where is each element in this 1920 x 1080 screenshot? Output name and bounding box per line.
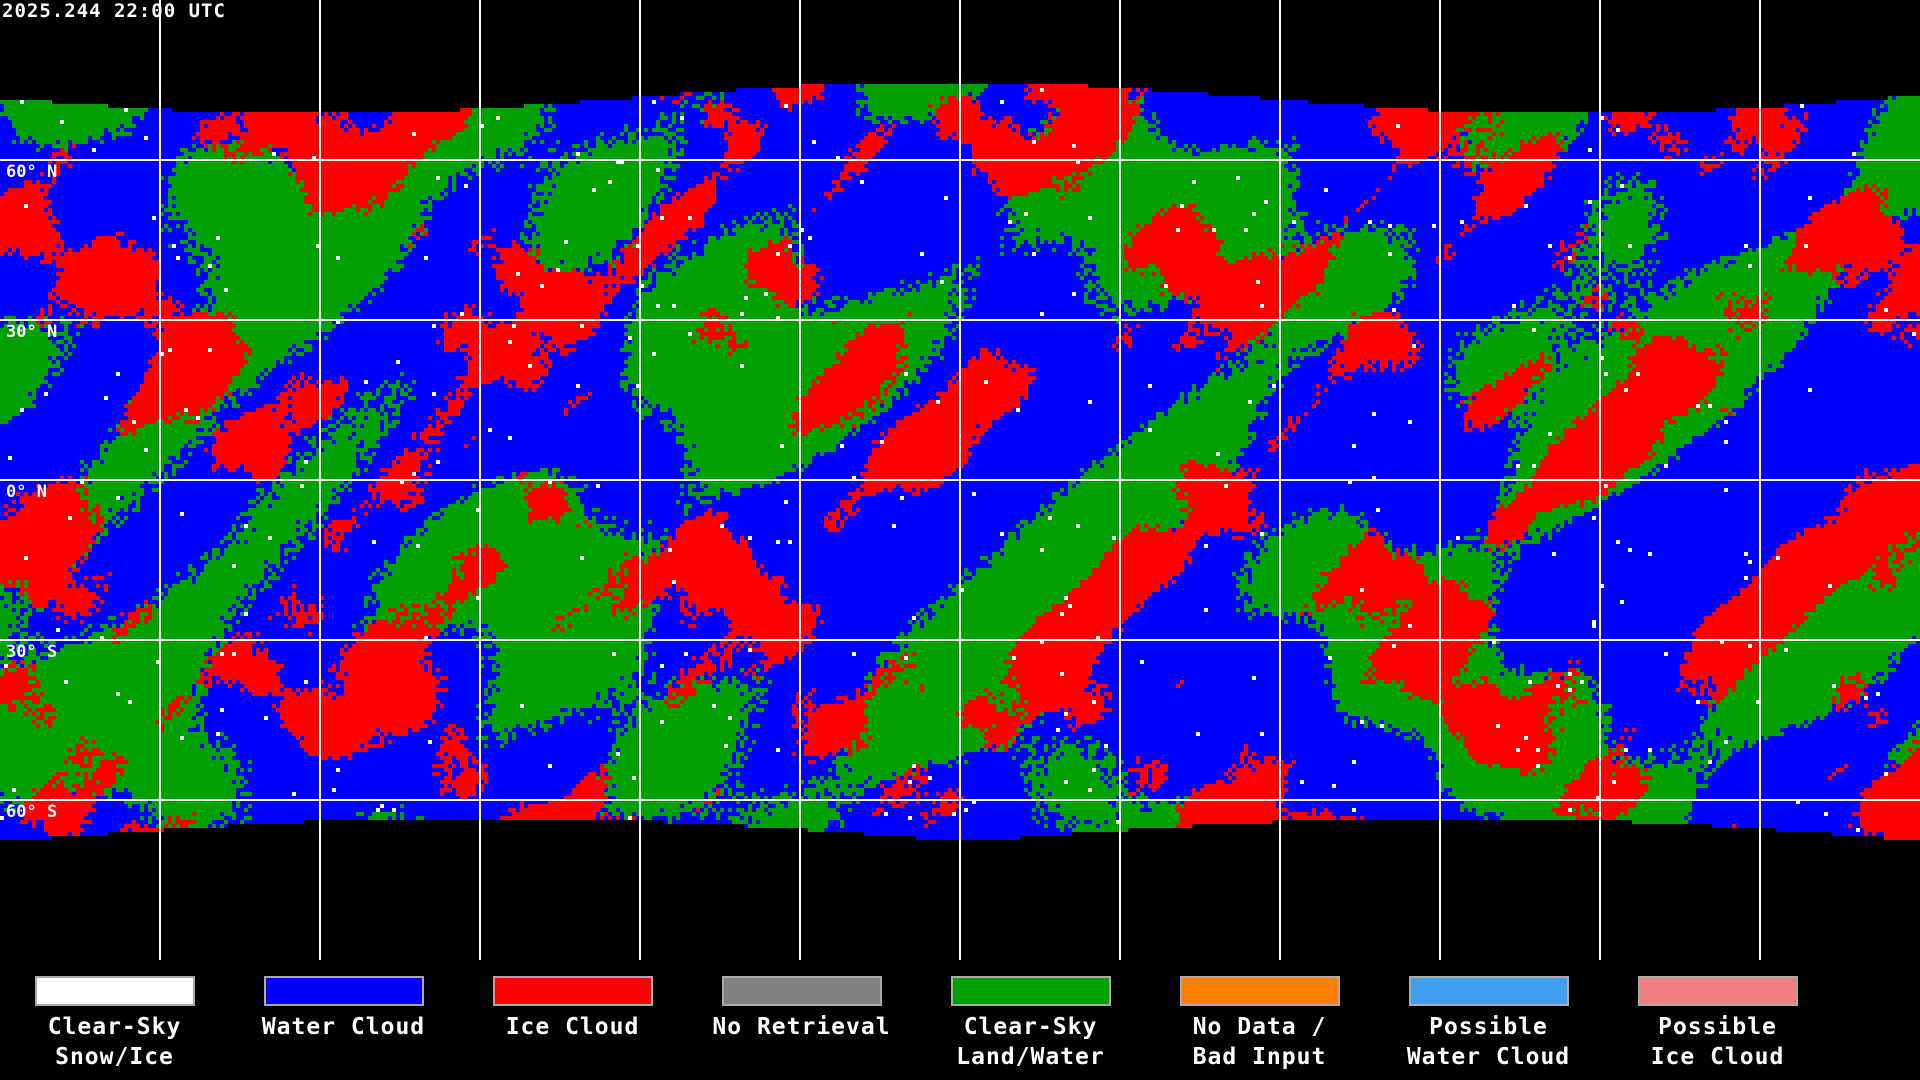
legend-label: Clear-Sky Snow/Ice	[0, 1012, 229, 1072]
lat-label-30n: 30° N	[6, 322, 57, 342]
legend-label: No Retrieval	[687, 1012, 916, 1042]
legend-item: Clear-Sky Snow/Ice	[0, 976, 229, 1072]
legend-item: Possible Water Cloud	[1374, 976, 1603, 1072]
legend-swatch	[35, 976, 195, 1006]
legend-swatch	[264, 976, 424, 1006]
lat-label-60n: 60° N	[6, 162, 57, 182]
legend-swatch	[951, 976, 1111, 1006]
lat-label-0n: 0° N	[6, 482, 47, 502]
legend-item: Ice Cloud	[458, 976, 687, 1042]
legend-item: Possible Ice Cloud	[1603, 976, 1832, 1072]
legend-item: Clear-Sky Land/Water	[916, 976, 1145, 1072]
timestamp-title: 2025.244 22:00 UTC	[2, 0, 226, 22]
lat-label-60s: 60° S	[6, 802, 57, 822]
legend-swatch	[1638, 976, 1798, 1006]
legend: Clear-Sky Snow/Ice Water Cloud Ice Cloud …	[0, 960, 1920, 1080]
legend-label: Possible Ice Cloud	[1603, 1012, 1832, 1072]
legend-label: Ice Cloud	[458, 1012, 687, 1042]
legend-label: Possible Water Cloud	[1374, 1012, 1603, 1072]
parallel-line	[0, 639, 1920, 641]
legend-swatch	[722, 976, 882, 1006]
legend-label: No Data / Bad Input	[1145, 1012, 1374, 1072]
parallel-line	[0, 159, 1920, 161]
legend-label: Clear-Sky Land/Water	[916, 1012, 1145, 1072]
lat-label-30s: 30° S	[6, 642, 57, 662]
parallel-line	[0, 319, 1920, 321]
legend-label: Water Cloud	[229, 1012, 458, 1042]
legend-item: No Data / Bad Input	[1145, 976, 1374, 1072]
legend-item: No Retrieval	[687, 976, 916, 1042]
legend-item: Water Cloud	[229, 976, 458, 1042]
legend-swatch	[493, 976, 653, 1006]
parallel-line	[0, 479, 1920, 481]
legend-swatch	[1409, 976, 1569, 1006]
legend-swatch	[1180, 976, 1340, 1006]
parallel-line	[0, 799, 1920, 801]
